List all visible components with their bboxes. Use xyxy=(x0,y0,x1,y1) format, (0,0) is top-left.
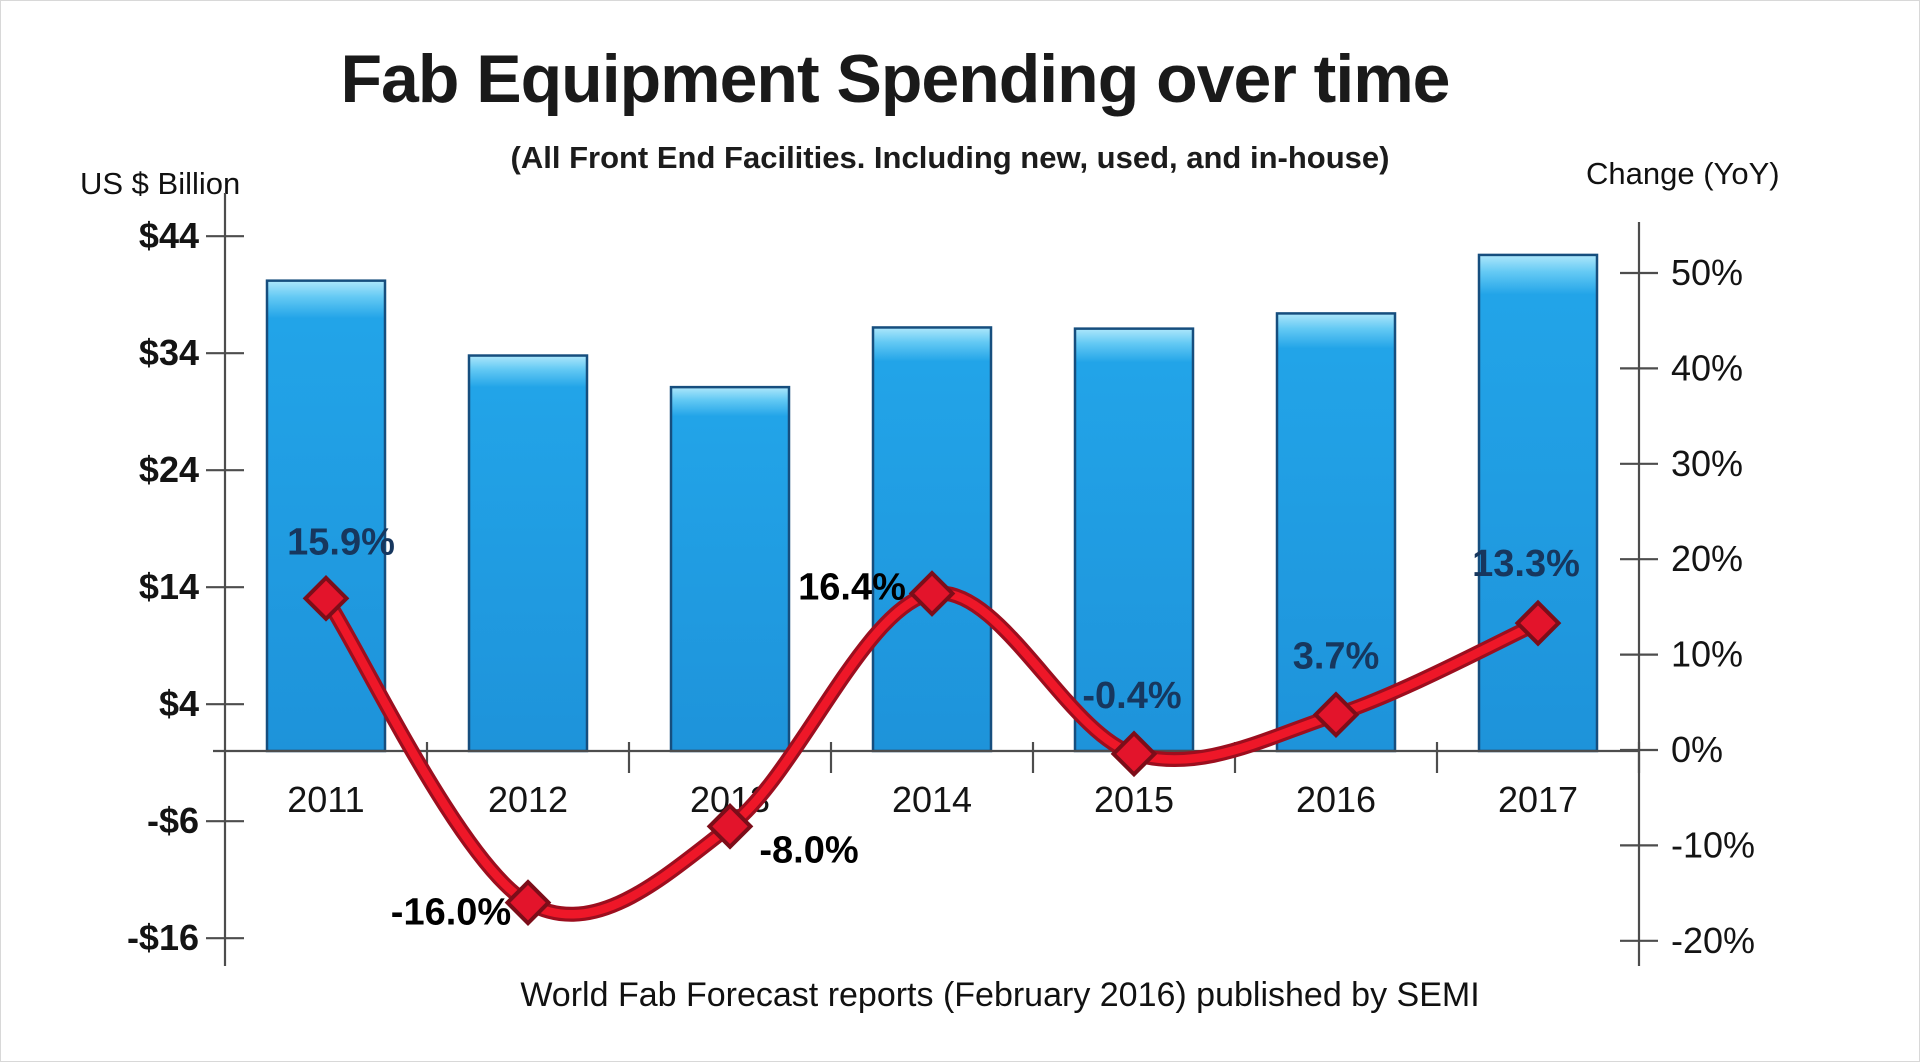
year-label-2012: 2012 xyxy=(488,779,568,820)
yoy-marker-2012 xyxy=(504,879,552,926)
year-label-2015: 2015 xyxy=(1094,779,1174,820)
year-label-2017: 2017 xyxy=(1498,779,1578,820)
left-tick-label: $34 xyxy=(139,332,199,373)
right-tick-label: 40% xyxy=(1671,347,1743,388)
right-tick-label: -10% xyxy=(1671,824,1755,865)
yoy-marker-2017 xyxy=(1514,599,1562,647)
left-tick-label: $4 xyxy=(159,683,199,724)
yoy-marker-2014 xyxy=(908,570,956,617)
yoy-value-label-2014: 16.4% xyxy=(798,567,906,609)
left-tick-label: $24 xyxy=(139,449,199,490)
bar-2015 xyxy=(1073,327,1195,753)
year-label-2011: 2011 xyxy=(287,779,364,820)
yoy-value-label-2012: -16.0% xyxy=(391,892,511,934)
yoy-value-label-2017: 13.3% xyxy=(1472,543,1580,585)
right-tick-label: 10% xyxy=(1671,634,1743,675)
yoy-marker-2013 xyxy=(706,802,754,850)
chart-title: Fab Equipment Spending over time xyxy=(340,41,1451,117)
right-tick-label: 20% xyxy=(1671,538,1743,579)
right-tick-label: -20% xyxy=(1671,920,1755,961)
right-axis-title: Change (YoY) xyxy=(1586,156,1780,191)
source-caption: World Fab Forecast reports (February 201… xyxy=(520,976,1480,1014)
bar-2014 xyxy=(871,326,993,753)
left-tick-label: -$16 xyxy=(127,917,199,958)
yoy-value-label-2015: -0.4% xyxy=(1082,675,1181,717)
yoy-labels-group: 15.9% -16.0% -8.0% 16.4% -0.4% 3.7% 13.3% xyxy=(287,521,1580,933)
chart-subtitle: (All Front End Facilities. Including new… xyxy=(510,140,1390,175)
yoy-marker-2016 xyxy=(1312,691,1360,739)
bar-2017 xyxy=(1477,253,1599,753)
right-tick-label: 50% xyxy=(1671,252,1743,293)
right-tick-label: 30% xyxy=(1671,443,1743,484)
year-label-2016: 2016 xyxy=(1296,779,1376,820)
yoy-marker-2015 xyxy=(1110,730,1158,778)
yoy-marker-2011 xyxy=(302,574,350,622)
left-axis-title: US $ Billion xyxy=(80,166,241,201)
bars-group xyxy=(265,253,1599,753)
left-tick-label: -$6 xyxy=(147,800,199,841)
axes-group: $44 $34 $24 $14 $4 -$6 -$16 50% 40% 30% 20% 10% 0% -1… xyxy=(127,193,1755,966)
left-tick-label: $14 xyxy=(139,566,199,607)
bar-2013 xyxy=(669,385,791,753)
year-label-2014: 2014 xyxy=(892,779,972,820)
yoy-value-label-2016: 3.7% xyxy=(1293,636,1380,678)
yoy-value-label-2011: 15.9% xyxy=(287,521,395,563)
left-tick-label: $44 xyxy=(139,215,199,256)
yoy-markers-group xyxy=(302,570,1562,926)
bar-2016 xyxy=(1275,312,1397,753)
yoy-value-label-2013: -8.0% xyxy=(759,829,858,871)
bar-2012 xyxy=(467,354,589,753)
right-tick-label: 0% xyxy=(1671,729,1723,770)
